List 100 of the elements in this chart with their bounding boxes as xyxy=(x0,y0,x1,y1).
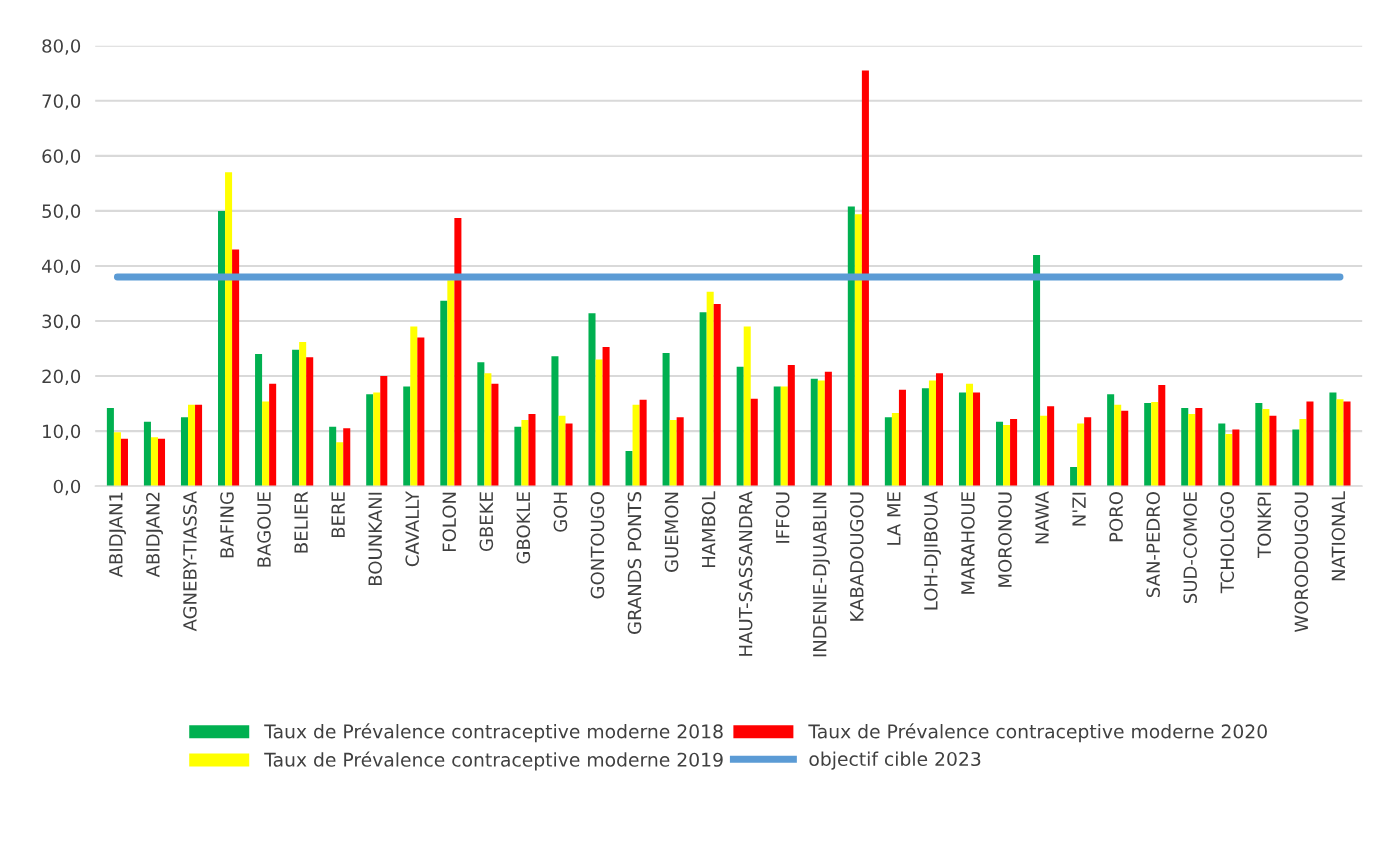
bar xyxy=(440,300,448,487)
bar xyxy=(1329,392,1337,487)
bar xyxy=(921,388,929,487)
y-tick-label: 30,0 xyxy=(42,314,81,330)
bar xyxy=(514,426,522,487)
bar xyxy=(299,341,307,487)
bar xyxy=(1047,406,1055,487)
bar xyxy=(1255,403,1263,487)
bar xyxy=(898,389,906,487)
x-tick-label: BOUNKANI xyxy=(368,492,382,585)
bar xyxy=(588,313,596,487)
bar xyxy=(120,438,128,487)
x-tick-label: ABIDJAN1 xyxy=(109,492,127,578)
bar xyxy=(935,373,944,487)
bar xyxy=(551,356,559,487)
bar xyxy=(225,172,233,487)
bar xyxy=(743,326,751,487)
x-tick-label: AGNEBY-TIASSA xyxy=(183,491,197,632)
bar xyxy=(113,432,121,487)
bar xyxy=(1336,399,1344,487)
x-tick-label: FOLON xyxy=(442,492,457,551)
bar xyxy=(343,428,351,487)
legend-label: Taux de Prévalence contraceptive moderne 2019 xyxy=(264,751,723,771)
bar xyxy=(329,426,337,487)
bar xyxy=(306,357,314,487)
bar xyxy=(1033,254,1041,487)
x-tick-label: BERE xyxy=(331,492,345,538)
bar xyxy=(1269,415,1277,487)
x-tick-label: HAMBOL xyxy=(701,491,716,568)
y-tick-label: 20,0 xyxy=(42,369,81,386)
bar xyxy=(373,392,381,487)
bar xyxy=(366,394,374,487)
bar xyxy=(1010,419,1018,487)
x-tick-label: GBOKLE xyxy=(516,492,531,564)
x-tick-label: WORODOUGOU xyxy=(1294,492,1309,633)
bar xyxy=(884,417,892,487)
bar xyxy=(639,399,647,487)
x-tick-label: CAVALLY xyxy=(405,491,420,567)
x-tick-label: TONKPI xyxy=(1257,492,1272,558)
bar xyxy=(1040,415,1048,487)
bar xyxy=(528,414,536,487)
x-tick-label: MORONOU xyxy=(998,492,1012,587)
bar xyxy=(1292,429,1300,487)
bar xyxy=(861,70,869,487)
bar xyxy=(1218,423,1226,487)
bar xyxy=(1084,417,1092,487)
bar xyxy=(995,421,1004,487)
bar xyxy=(143,421,151,487)
bar xyxy=(262,401,270,487)
bar xyxy=(1077,423,1085,487)
bar xyxy=(1003,425,1011,487)
bar xyxy=(662,352,670,487)
bar xyxy=(180,417,188,487)
bar xyxy=(676,417,684,487)
bar xyxy=(157,438,166,487)
bar xyxy=(218,210,226,487)
x-tick-label: BELIER xyxy=(294,491,308,553)
bar xyxy=(713,303,721,487)
x-tick-label: GRANDS PONTS xyxy=(627,492,642,634)
bar xyxy=(447,280,455,487)
bar xyxy=(1114,404,1122,487)
bar xyxy=(736,366,744,487)
y-tick-label: 50,0 xyxy=(42,204,81,220)
bar xyxy=(417,337,425,487)
bar xyxy=(595,359,603,487)
x-tick-label: HAUT-SASSANDRA xyxy=(738,491,753,656)
bar xyxy=(410,326,418,487)
x-tick-label: N'ZI xyxy=(1072,492,1086,526)
bar xyxy=(150,437,158,487)
x-tick-label: IFFOU xyxy=(775,492,790,543)
bar xyxy=(255,354,263,487)
bar xyxy=(1299,419,1307,487)
bar xyxy=(380,376,388,487)
x-tick-label: ABIDJAN2 xyxy=(146,492,164,578)
legend-label: Taux de Prévalence contraceptive moderne 2018 xyxy=(264,723,723,743)
bar xyxy=(973,392,981,487)
x-tick-label: GBEKE xyxy=(479,492,494,552)
x-tick-label: SAN-PEDRO xyxy=(1146,492,1160,597)
bar xyxy=(195,404,203,487)
bar xyxy=(232,249,240,487)
bar xyxy=(292,349,300,487)
y-tick-label: 0,0 xyxy=(53,479,81,496)
legend-label: objectif cible 2023 xyxy=(809,751,981,770)
bar xyxy=(817,380,825,487)
x-tick-label: BAFING xyxy=(220,492,234,558)
bar xyxy=(188,404,196,487)
bar xyxy=(965,383,974,487)
y-tick-label: 80,0 xyxy=(42,39,81,55)
x-tick-label: NATIONAL xyxy=(1331,491,1346,581)
x-tick-label: TCHOLOGO xyxy=(1220,492,1235,594)
x-tick-label: SUD-COMOE xyxy=(1183,492,1198,603)
bar xyxy=(602,346,610,487)
x-tick-label: LOH-DJIBOUA xyxy=(924,491,942,610)
bar xyxy=(958,392,966,487)
y-tick-label: 10,0 xyxy=(43,424,81,441)
x-tick-label: MARAHOUE xyxy=(961,492,975,594)
y-tick-label: 40,0 xyxy=(41,259,81,275)
bar xyxy=(484,373,492,487)
x-tick-label: GONTOUGO xyxy=(590,492,605,599)
bar xyxy=(477,362,485,487)
